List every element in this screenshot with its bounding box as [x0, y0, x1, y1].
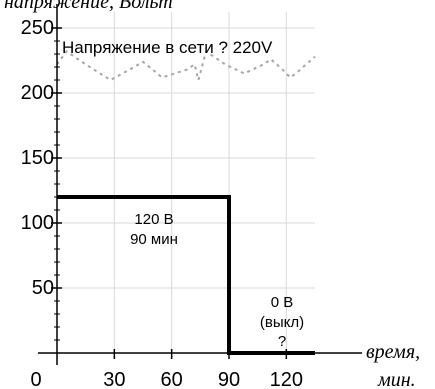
- y-tick-label-250: 250: [21, 17, 54, 39]
- annotation-120v-line1: 120 В: [134, 211, 173, 228]
- x-tick-label-90: 90: [218, 369, 240, 389]
- y-tick-label-50: 50: [32, 277, 54, 299]
- x-tick-label-120: 120: [270, 369, 303, 389]
- y-tick-label-150: 150: [21, 147, 54, 169]
- annotation-off-line2: (выкл): [260, 314, 304, 331]
- series-mains-voltage: [56, 49, 316, 82]
- annotation-off-line3: ?: [278, 333, 286, 350]
- y-tick-label-200: 200: [21, 82, 54, 104]
- x-tick-label-30: 30: [103, 369, 125, 389]
- series-label-mains: Напряжение в сети ? 220V: [62, 38, 273, 57]
- grid-lines: [57, 12, 315, 353]
- x-axis-label-line1: время,: [366, 341, 420, 363]
- x-axis-label-line2: мин.: [377, 369, 416, 389]
- x-tick-label-0: 0: [30, 369, 41, 389]
- annotation-120v-line2: 90 мин: [130, 231, 178, 248]
- y-axis-label: напряжение, Вольт: [4, 0, 173, 13]
- x-tick-label-60: 60: [161, 369, 183, 389]
- tick-labels: 50 100 150 200 250 0 30 60 90 120: [21, 17, 303, 389]
- annotation-off-line1: 0 В: [271, 294, 294, 311]
- axes: [38, 4, 362, 365]
- y-tick-label-100: 100: [21, 212, 54, 234]
